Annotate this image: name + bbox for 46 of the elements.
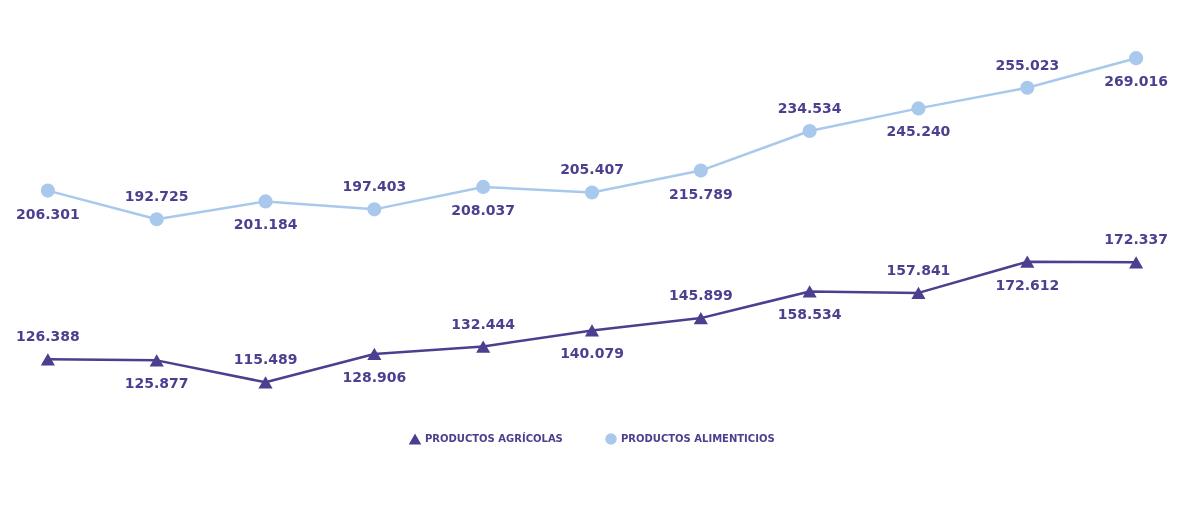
legend-label: PRODUCTOS AGRÍCOLAS <box>425 432 563 445</box>
data-label: 128.906 <box>342 368 407 385</box>
data-label: 145.899 <box>668 287 733 304</box>
point <box>802 123 817 139</box>
data-label: 269.016 <box>1104 73 1168 90</box>
point <box>40 353 55 366</box>
data-label: 201.184 <box>233 216 298 233</box>
data-label: 255.023 <box>995 56 1060 73</box>
point <box>911 101 926 116</box>
data-label: 158.534 <box>777 306 842 323</box>
data-label: 115.489 <box>233 351 298 368</box>
data-label: 208.037 <box>451 201 516 218</box>
data-label: 206.301 <box>16 205 80 222</box>
point <box>802 285 817 298</box>
point <box>476 179 491 194</box>
point <box>149 354 164 367</box>
point <box>367 347 382 361</box>
data-label: 172.337 <box>1104 231 1168 248</box>
data-label: 192.725 <box>124 188 189 205</box>
data-label: 125.877 <box>124 375 189 392</box>
point <box>584 324 600 337</box>
point <box>1129 51 1144 66</box>
point <box>258 194 273 209</box>
point <box>693 163 708 178</box>
data-label: 234.534 <box>777 99 842 116</box>
data-label: 132.444 <box>451 315 516 332</box>
data-label: 197.403 <box>342 178 407 195</box>
point <box>1020 80 1035 95</box>
data-label: 172.612 <box>995 276 1060 293</box>
data-label: 205.407 <box>560 161 624 178</box>
point <box>367 202 382 217</box>
point <box>258 376 273 389</box>
data-label: 215.789 <box>668 185 733 202</box>
point <box>911 286 926 300</box>
data-label: 245.240 <box>886 123 951 140</box>
point <box>40 183 55 198</box>
point <box>693 311 708 325</box>
point <box>1129 256 1144 269</box>
legend-label: PRODUCTOS ALIMENTICIOS <box>621 433 775 444</box>
point <box>1020 255 1035 268</box>
data-label: 157.841 <box>886 261 951 278</box>
point <box>149 212 164 227</box>
point <box>584 185 600 200</box>
data-label: 140.079 <box>560 345 624 362</box>
data-label: 126.388 <box>16 328 80 345</box>
point <box>476 340 491 353</box>
